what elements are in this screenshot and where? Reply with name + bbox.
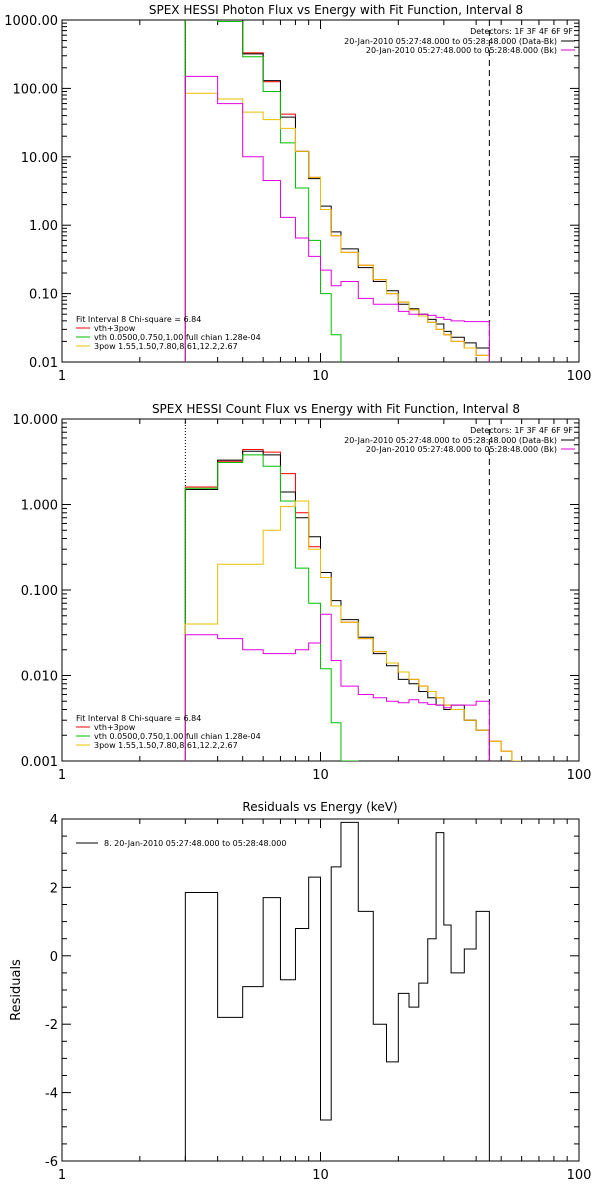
- residual-xtick-label-10: 10: [312, 1168, 329, 1183]
- count-flux-title: SPEX HESSI Count Flux vs Energy with Fit…: [152, 402, 520, 416]
- photon-ytick-label: 10.00: [21, 151, 58, 166]
- photon-series-bk: [184, 75, 490, 362]
- count-legend-top: 20-Jan-2010 05:27:48.000 to 05:28:48.000…: [344, 436, 575, 454]
- count-ytick-label: 0.001: [21, 755, 58, 770]
- count-ytick-label: 0.100: [21, 584, 58, 599]
- residual-ytick-label: 4: [50, 813, 58, 828]
- residual-ytick-label: -2: [45, 1018, 58, 1033]
- count-flux-frame: [61, 418, 580, 762]
- photon-series-pow: [184, 92, 490, 362]
- residuals-title: Residuals vs Energy (keV): [242, 800, 397, 814]
- photon-xtick-label-1: 1: [58, 369, 66, 384]
- photon-detectors-label: Detectors: 1F 3F 4F 6F 9F: [470, 27, 573, 36]
- count-legend-fit: Fit Interval 8 Chi-square = 6.84 vth+3po…: [76, 714, 261, 750]
- residual-ytick-label: -6: [45, 1155, 58, 1170]
- photon-legend-bk: 20-Jan-2010 05:27:48.000 to 05:28:48.000…: [366, 46, 557, 55]
- count-legend-bk: 20-Jan-2010 05:27:48.000 to 05:28:48.000…: [366, 445, 557, 454]
- count-ytick-label: 0.010: [21, 670, 58, 685]
- photon-ytick-label: 1000.00: [4, 14, 58, 29]
- count-ytick-label: 10.000: [13, 413, 59, 428]
- count-xtick-label-1: 1: [58, 768, 66, 783]
- photon-xtick-label-10: 10: [312, 369, 329, 384]
- count-ytick-label: 1.000: [21, 499, 58, 514]
- residuals-legend-label: 8. 20-Jan-2010 05:27:48.000 to 05:28:48.…: [104, 839, 286, 848]
- photon-flux-title: SPEX HESSI Photon Flux vs Energy with Fi…: [149, 3, 523, 17]
- photon-series-vth: [184, 20, 342, 362]
- photon-flux-panel: SPEX HESSI Photon Flux vs Energy with Fi…: [4, 3, 592, 384]
- photon-fit-header: Fit Interval 8 Chi-square = 6.84: [76, 315, 201, 324]
- photon-ytick-label: 0.10: [29, 288, 58, 303]
- count-legend-total: vth+3pow: [94, 723, 136, 732]
- residuals-legend: 8. 20-Jan-2010 05:27:48.000 to 05:28:48.…: [76, 839, 286, 848]
- residuals-ylabel: Residuals: [9, 959, 24, 1021]
- residual-ytick-label: 2: [50, 881, 58, 896]
- photon-ytick-label: 0.01: [29, 356, 58, 371]
- count-detectors-label: Detectors: 1F 3F 4F 6F 9F: [470, 426, 573, 435]
- photon-legend-top: 20-Jan-2010 05:27:48.000 to 05:28:48.000…: [344, 37, 575, 55]
- count-series-total: [184, 448, 523, 761]
- count-series-vth: [184, 454, 359, 761]
- count-series-data: [184, 450, 490, 761]
- count-series-bk: [184, 613, 490, 761]
- residuals-panel: Residuals vs Energy (keV) 1 10 100 -6 -4 -2 0 2…: [9, 800, 591, 1183]
- count-xtick-label-10: 10: [312, 768, 329, 783]
- count-legend-data-bk: 20-Jan-2010 05:27:48.000 to 05:28:48.000…: [344, 436, 557, 445]
- photon-legend-total: vth+3pow: [94, 324, 136, 333]
- count-legend-pow: 3pow 1.55,1.50,7.80,8.61,12.2,2.67: [94, 741, 238, 750]
- count-flux-panel: SPEX HESSI Count Flux vs Energy with Fit…: [13, 402, 592, 783]
- residual-xtick-label-100: 100: [567, 1168, 592, 1183]
- photon-xtick-label-100: 100: [567, 369, 592, 384]
- photon-ytick-label: 100.00: [13, 82, 59, 97]
- residual-ytick-label: -4: [45, 1087, 58, 1102]
- residual-ytick-label: 0: [50, 950, 58, 965]
- photon-ytick-label: 1.00: [29, 219, 58, 234]
- count-series-pow: [184, 500, 523, 761]
- photon-legend-data-bk: 20-Jan-2010 05:27:48.000 to 05:28:48.000…: [344, 37, 557, 46]
- photon-legend-vth: vth 0.0500,0.750,1.00 full chian 1.28e-0…: [94, 333, 261, 342]
- photon-legend-pow: 3pow 1.55,1.50,7.80,8.61,12.2,2.67: [94, 342, 238, 351]
- photon-legend-fit: Fit Interval 8 Chi-square = 6.84 vth+3po…: [76, 315, 261, 351]
- count-legend-vth: vth 0.0500,0.750,1.00 full chian 1.28e-0…: [94, 732, 261, 741]
- count-fit-header: Fit Interval 8 Chi-square = 6.84: [76, 714, 201, 723]
- count-xtick-label-100: 100: [567, 768, 592, 783]
- residual-series-data: [184, 821, 490, 1161]
- residual-xtick-label-1: 1: [58, 1168, 66, 1183]
